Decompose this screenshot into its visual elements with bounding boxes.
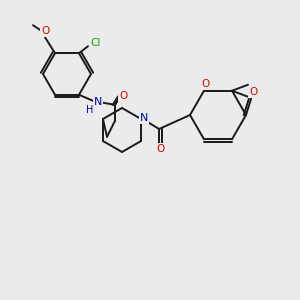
Text: O: O — [41, 26, 49, 36]
Text: Cl: Cl — [91, 38, 101, 48]
Text: O: O — [119, 91, 127, 101]
Text: O: O — [201, 79, 209, 89]
Text: O: O — [249, 87, 257, 97]
Text: N: N — [94, 97, 102, 107]
Text: H: H — [86, 105, 94, 115]
Text: N: N — [140, 113, 148, 123]
Text: O: O — [156, 144, 164, 154]
